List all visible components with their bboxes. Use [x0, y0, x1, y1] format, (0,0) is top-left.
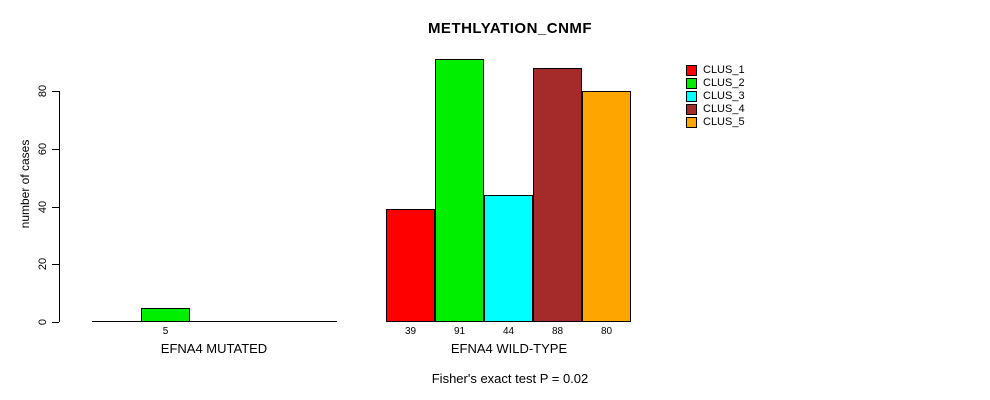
y-tick-label: 20 — [37, 257, 49, 271]
bar-value-label: 88 — [551, 326, 564, 337]
legend-item: CLUS_1 — [686, 64, 745, 77]
y-tick-label: 80 — [37, 84, 49, 98]
legend-swatch-clus_1 — [686, 65, 697, 76]
y-tick-mark — [52, 149, 59, 150]
legend-item-label: CLUS_4 — [703, 103, 745, 115]
legend-item-label: CLUS_5 — [703, 116, 745, 128]
chart-title: METHLYATION_CNMF — [427, 20, 593, 37]
bar-value-label: 91 — [453, 326, 466, 337]
y-axis-line — [59, 91, 60, 322]
legend-swatch-clus_4 — [686, 104, 697, 115]
legend-swatch-clus_3 — [686, 91, 697, 102]
bar-clus_1-group2 — [386, 209, 435, 322]
legend-item: CLUS_4 — [686, 103, 745, 116]
bar-value-label: 5 — [162, 326, 169, 337]
legend-item-label: CLUS_3 — [703, 90, 745, 102]
legend-item: CLUS_3 — [686, 90, 745, 103]
bar-clus_2-group1 — [141, 308, 190, 322]
legend-item-label: CLUS_1 — [703, 64, 745, 76]
bar-clus_5-group2 — [582, 91, 631, 322]
y-tick-label: 60 — [37, 142, 49, 156]
y-axis-title: number of cases — [18, 139, 32, 229]
y-tick-mark — [52, 207, 59, 208]
y-tick-mark — [52, 322, 59, 323]
y-tick-mark — [52, 264, 59, 265]
x-category-label-mutated: EFNA4 MUTATED — [160, 341, 268, 356]
legend-item: CLUS_5 — [686, 116, 745, 129]
legend: CLUS_1 CLUS_2 CLUS_3 CLUS_4 CLUS_5 — [686, 64, 745, 129]
bar-value-label: 44 — [502, 326, 515, 337]
legend-swatch-clus_5 — [686, 117, 697, 128]
legend-item: CLUS_2 — [686, 77, 745, 90]
bar-clus_2-group2 — [435, 59, 484, 322]
legend-swatch-clus_2 — [686, 78, 697, 89]
y-tick-mark — [52, 91, 59, 92]
bar-clus_4-group2 — [533, 68, 582, 322]
bar-value-label: 39 — [404, 326, 417, 337]
group-baseline — [92, 321, 337, 322]
fisher-test-annotation: Fisher's exact test P = 0.02 — [431, 371, 589, 386]
legend-item-label: CLUS_2 — [703, 77, 745, 89]
bar-clus_3-group2 — [484, 195, 533, 322]
x-category-label-wild-type: EFNA4 WILD-TYPE — [450, 341, 568, 356]
y-tick-label: 0 — [37, 318, 49, 326]
y-tick-label: 40 — [37, 200, 49, 214]
bar-value-label: 80 — [600, 326, 613, 337]
